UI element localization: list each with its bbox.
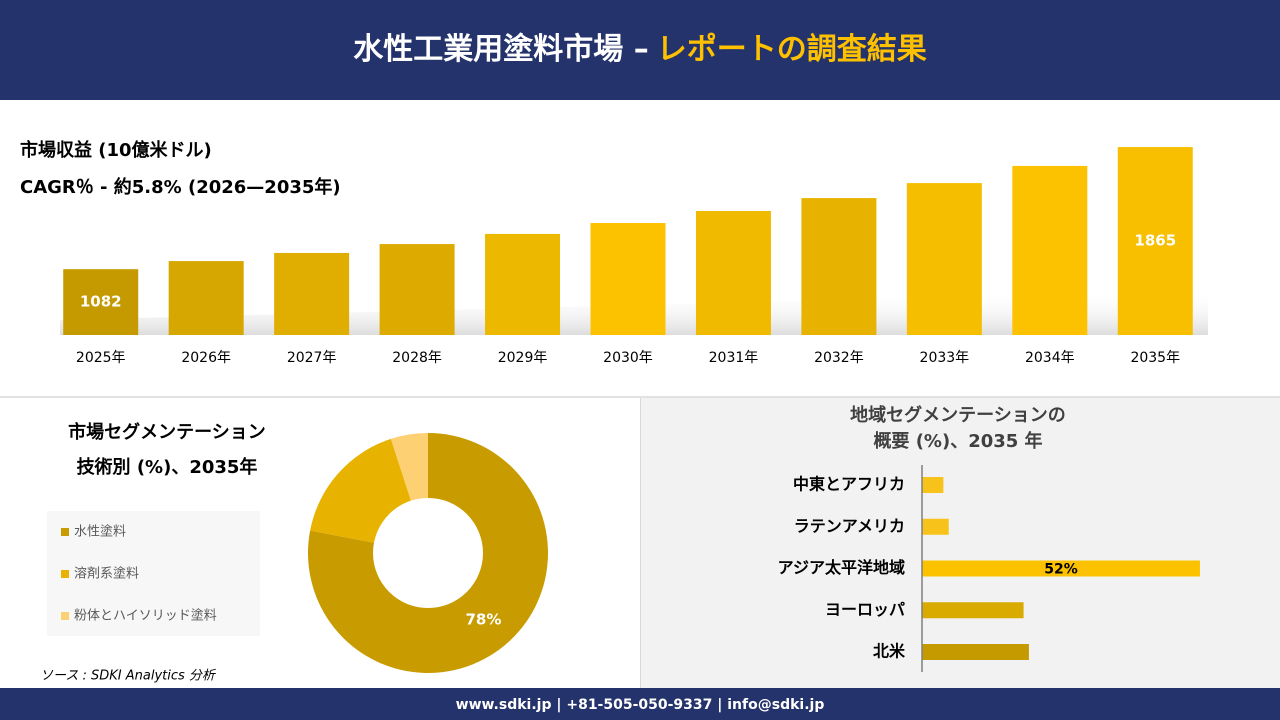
bar — [922, 560, 1200, 577]
bar — [379, 244, 455, 335]
chart-title: 市場セグメンテーション — [68, 421, 266, 443]
chart-title: 市場収益 (10億米ドル) — [20, 139, 212, 161]
data-label: 1082 — [80, 293, 122, 311]
footer-bar — [0, 688, 1280, 720]
x-tick-label: 2028年 — [392, 350, 442, 366]
x-tick-label: 2030年 — [603, 350, 653, 366]
x-tick-label: 2032年 — [814, 350, 864, 366]
header-title-main: 水性工業用塗料市場 – — [353, 32, 648, 67]
legend-swatch — [61, 528, 69, 536]
legend-swatch — [61, 570, 69, 578]
legend-swatch — [61, 612, 69, 620]
bar — [922, 477, 944, 493]
data-label: 1865 — [1134, 232, 1176, 250]
y-tick-label: 中東とアフリカ — [793, 475, 905, 494]
y-tick-label: アジア太平洋地域 — [778, 558, 905, 577]
bar — [274, 252, 350, 335]
y-tick-label: 北米 — [873, 642, 906, 661]
y-tick-label: ラテンアメリカ — [794, 516, 905, 535]
bar — [801, 198, 877, 335]
bar — [922, 602, 1024, 619]
x-tick-label: 2029年 — [498, 350, 548, 366]
chart-title: 概要 (%)、2035 年 — [873, 430, 1042, 452]
chart-title: 地域セグメンテーションの — [850, 404, 1066, 426]
bar — [63, 269, 139, 335]
x-tick-label: 2027年 — [287, 350, 337, 366]
chart-title: 技術別 (%)、2035年 — [77, 456, 258, 478]
bar — [906, 183, 982, 335]
header-title: 水性工業用塗料市場 – レポートの調査結果 — [353, 32, 926, 67]
donut-hole — [373, 498, 483, 608]
x-tick-label: 2034年 — [1025, 350, 1075, 366]
legend-box — [47, 511, 260, 636]
legend-label: 粉体とハイソリッド塗料 — [74, 608, 217, 624]
region-panel — [641, 398, 1280, 688]
x-tick-label: 2026年 — [181, 350, 231, 366]
legend-label: 溶剤系塗料 — [74, 566, 139, 582]
data-label: 78% — [466, 611, 502, 629]
bar — [590, 223, 666, 335]
chart-subtitle: CAGR％ - 約5.8% (2026—2035年) — [20, 176, 341, 198]
y-tick-label: ヨーロッパ — [825, 600, 905, 619]
data-label: 52% — [1044, 562, 1078, 578]
x-tick-label: 2035年 — [1130, 350, 1180, 366]
footer-contact: www.sdki.jp | +81-505-050-9337 | info@sd… — [456, 697, 825, 713]
legend-label: 水性塗料 — [74, 524, 126, 540]
source-note: ソース : SDKI Analytics 分析 — [40, 669, 217, 684]
x-tick-label: 2025年 — [76, 350, 126, 366]
header-bar — [0, 0, 1280, 100]
bar — [168, 261, 244, 335]
header-title-highlight: レポートの調査結果 — [657, 32, 927, 67]
bar — [1012, 165, 1088, 335]
x-tick-label: 2033年 — [920, 350, 970, 366]
bar — [1117, 147, 1193, 335]
bar — [485, 233, 561, 335]
bar — [695, 211, 771, 335]
bar — [922, 644, 1029, 660]
x-tick-label: 2031年 — [709, 350, 759, 366]
bar — [922, 518, 949, 535]
